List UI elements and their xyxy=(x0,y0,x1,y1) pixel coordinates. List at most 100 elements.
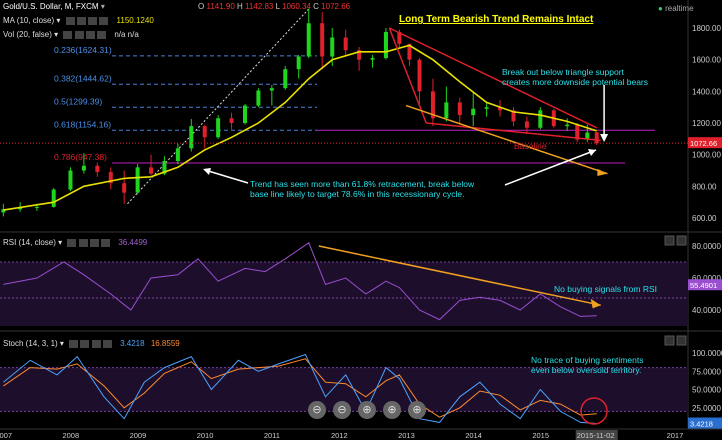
price-tick-0: 1800.00 xyxy=(692,24,721,33)
candle-body-36 xyxy=(484,107,489,109)
triangle-lower-line xyxy=(426,122,601,142)
x-label-0: 2007 xyxy=(0,431,12,440)
fib-label-3: 0.618(1154.16) xyxy=(54,119,111,129)
candle-body-0 xyxy=(1,209,6,213)
arrow-retrace-left-head xyxy=(203,168,211,175)
pane-control-icon-3 xyxy=(676,335,687,346)
stoch-oversold-circle xyxy=(580,397,608,425)
x-label-4: 2011 xyxy=(264,431,280,440)
vol-legend[interactable]: Vol (20, false) ▾ n/a n/a xyxy=(3,30,139,39)
rsi-legend[interactable]: RSI (14, close) ▾ 36.4499 xyxy=(3,238,148,247)
pane-control-icon-1 xyxy=(676,235,687,246)
annotation-breakout: Break out below triangle support creates… xyxy=(502,67,648,87)
ma-legend[interactable]: MA (10, close) ▾ 1150.1240 xyxy=(3,16,154,25)
x-label-1: 2008 xyxy=(62,431,79,440)
candle-body-15 xyxy=(216,118,221,138)
candle-body-21 xyxy=(296,56,301,70)
candle-body-22 xyxy=(306,23,311,57)
stoch-current-box xyxy=(688,417,722,429)
price-tick-3: 1200.00 xyxy=(692,119,721,128)
stoch-tick-3: 25.0000 xyxy=(692,404,721,413)
candle-body-10 xyxy=(149,167,154,174)
orange-arrow-head xyxy=(597,168,608,177)
candle-body-12 xyxy=(175,148,180,161)
stoch-tick-2: 50.0000 xyxy=(692,386,721,395)
candle-body-17 xyxy=(242,105,247,123)
candle-body-40 xyxy=(538,110,543,128)
candle-body-30 xyxy=(407,43,412,60)
current-price-box xyxy=(688,137,722,149)
fib-label-0: 0.236(1624.31) xyxy=(54,45,112,55)
rsi-tick-0: 80.0000 xyxy=(692,242,721,251)
candle-body-39 xyxy=(524,121,529,128)
fib-anchor-line xyxy=(127,8,310,205)
price-tick-2: 1400.00 xyxy=(692,87,721,96)
x-label-2: 2009 xyxy=(130,431,147,440)
candle-body-31 xyxy=(417,59,422,92)
pane-control-icon-2 xyxy=(664,335,675,346)
rsi-tick-1: 60.0000 xyxy=(692,274,721,283)
nav-button-4[interactable]: ⊕ xyxy=(408,401,426,419)
candle-body-32 xyxy=(430,91,435,119)
arrow-retrace-right-head xyxy=(588,149,596,156)
arrow-breakout-head xyxy=(600,134,609,142)
rsi-current-label: 55.4901 xyxy=(690,281,717,290)
annotation-retrace: Trend has seen more than 61.8% retraceme… xyxy=(250,179,475,199)
annotation-baseline: Baseline xyxy=(514,141,547,151)
stoch-current-label: 3.4218 xyxy=(690,420,713,429)
rsi-band xyxy=(0,262,688,326)
candle-body-2 xyxy=(34,206,39,208)
realtime-indicator: ● realtime xyxy=(658,4,694,13)
candle-body-8 xyxy=(122,183,127,193)
candle-body-11 xyxy=(162,161,167,174)
candle-body-5 xyxy=(81,165,86,171)
candle-body-20 xyxy=(283,69,288,89)
price-tick-5: 800.00 xyxy=(692,182,717,191)
candle-body-14 xyxy=(202,126,207,138)
stoch-k-line xyxy=(3,353,597,424)
realtime-dot-icon: ● xyxy=(658,4,663,13)
x-label-10: 2017 xyxy=(667,431,684,440)
fib-label-4: 0.786(947.38) xyxy=(54,152,107,162)
candle-body-18 xyxy=(256,90,261,106)
nav-button-2[interactable]: ⊕ xyxy=(358,401,376,419)
annotation-stoch: No trace of buying sentiments even below… xyxy=(531,355,644,375)
orange-support-line xyxy=(405,104,608,175)
x-label-9: 2015-11-02 xyxy=(577,431,615,440)
annotation-title: Long Term Bearish Trend Remains Intact xyxy=(399,14,594,25)
nav-button-3[interactable]: ⊕ xyxy=(383,401,401,419)
rsi-tick-2: 40.0000 xyxy=(692,306,721,315)
price-tick-6: 600.00 xyxy=(692,214,717,223)
candle-body-45 xyxy=(594,132,599,144)
candle-body-25 xyxy=(343,37,348,51)
triangle-left-line xyxy=(388,27,427,124)
rsi-trendline xyxy=(318,245,601,306)
stoch-legend[interactable]: Stoch (14, 3, 1) ▾ 3.4218 16.8559 xyxy=(3,339,180,348)
stoch-d-line xyxy=(3,358,597,418)
stoch-tick-1: 75.0000 xyxy=(692,367,721,376)
fib-label-2: 0.5(1299.39) xyxy=(54,96,102,106)
candle-body-3 xyxy=(51,189,56,207)
candle-body-27 xyxy=(370,58,375,60)
candle-body-38 xyxy=(511,110,516,122)
candle-body-29 xyxy=(397,31,402,44)
annotation-rsi: No buying signals from RSI xyxy=(554,284,657,294)
candle-body-16 xyxy=(229,118,234,123)
rsi-current-box xyxy=(688,279,722,291)
symbol-title[interactable]: Gold/U.S. Dollar, M, FXCM ▾ xyxy=(3,2,105,11)
symbol-label: Gold/U.S. Dollar, M, FXCM xyxy=(3,2,99,11)
stoch-tick-0: 100.0000 xyxy=(692,349,722,358)
candle-body-19 xyxy=(269,88,274,91)
candle-body-43 xyxy=(575,124,580,140)
x-current-box xyxy=(575,430,618,440)
fib-label-1: 0.382(1444.62) xyxy=(54,73,112,83)
candle-body-28 xyxy=(383,31,388,59)
price-tick-1: 1600.00 xyxy=(692,56,721,65)
candle-body-13 xyxy=(189,126,194,149)
candle-body-26 xyxy=(357,50,362,60)
candle-body-9 xyxy=(135,167,140,193)
nav-button-1[interactable]: ⊖ xyxy=(333,401,351,419)
nav-button-0[interactable]: ⊖ xyxy=(308,401,326,419)
rsi-arrow-head xyxy=(590,298,601,309)
